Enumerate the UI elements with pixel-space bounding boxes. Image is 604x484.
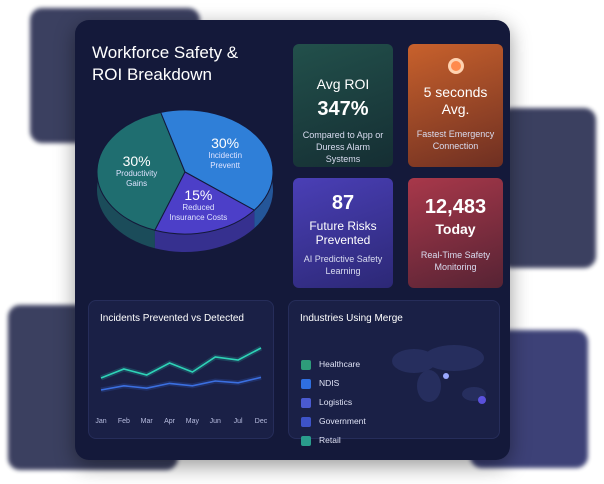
pie-label: 30% Incidectin Preventt — [180, 135, 270, 171]
x-tick-label: Jun — [210, 418, 221, 425]
card: Avg ROI 347% Compared to App or Duress A… — [293, 44, 393, 167]
x-tick-label: Feb — [118, 418, 130, 425]
world-map — [392, 345, 486, 404]
pie-slice-side — [154, 210, 255, 252]
card-heading: Today — [435, 221, 476, 237]
icon — [447, 58, 464, 74]
card-caption: Real-Time Safety Monitoring — [420, 250, 491, 272]
x-tick-label: Jan — [95, 418, 106, 425]
x-tick-label: Jul — [234, 418, 243, 425]
title: Workforce Safety & ROI Breakdown — [92, 43, 239, 84]
industry-name: Government — [319, 416, 366, 426]
industry-item: Retail — [301, 435, 341, 446]
pie-label: 15% Reduced Insurance Costs — [153, 187, 243, 223]
industries-panel: Industries Using Merge Healthcare NDIS Log… — [288, 300, 500, 446]
card-caption: Fastest Emergency Connection — [416, 129, 495, 151]
industry-item: NDIS — [301, 378, 339, 389]
industry-name: Retail — [319, 435, 341, 445]
x-tick-label: Dec — [255, 418, 268, 425]
panel-title: Industries Using Merge — [300, 313, 403, 324]
pie-chart — [96, 109, 274, 252]
x-tick-label: Apr — [164, 418, 176, 425]
card-value: 5 seconds Avg. — [423, 84, 488, 117]
card-value: 347% — [317, 98, 369, 120]
card-value: 87 — [331, 192, 355, 214]
pie-slice-name: Reduced Insurance Costs — [169, 202, 228, 222]
pie-slice — [160, 109, 274, 211]
line-series — [100, 347, 262, 379]
industry-item: Government — [301, 416, 366, 427]
dashboard: Workforce Safety & ROI Breakdown Avg ROI… — [75, 20, 510, 460]
industry-item: Healthcare — [301, 359, 360, 370]
panel-title: Incidents Prevented vs Detected — [100, 313, 244, 324]
industry-icon — [301, 435, 311, 446]
industry-icon — [301, 359, 311, 370]
card-caption: Compared to App or Duress Alarm Systems — [302, 130, 384, 164]
pie-label: 30% Productivity Gains — [92, 153, 182, 189]
pie-slice — [154, 171, 256, 235]
pie-slice — [96, 111, 186, 231]
industry-icon — [301, 378, 311, 389]
industry-icon — [301, 416, 311, 427]
line-glow — [100, 345, 263, 381]
line-glow — [100, 374, 262, 393]
card-heading: Future Risks Prevented — [309, 219, 377, 247]
card-caption: AI Predictive Safety Learning — [303, 254, 383, 276]
bg-card — [500, 108, 596, 268]
card: 12,483 Today Real-Time Safety Monitoring — [408, 178, 503, 288]
card: 5 seconds Avg. Fastest Emergency Connect… — [408, 44, 503, 167]
x-tick-label: May — [186, 418, 200, 425]
pie-value-label: 30% — [122, 152, 151, 169]
line-series — [100, 376, 262, 391]
industry-item: Logistics — [301, 397, 352, 408]
card-heading: Avg ROI — [316, 76, 370, 92]
card: 87 Future Risks Prevented AI Predictive … — [293, 178, 393, 288]
industry-name: Logistics — [319, 397, 353, 407]
industry-icon — [301, 397, 311, 408]
pie-slice-name: Productivity Gains — [115, 168, 158, 188]
industry-name: NDIS — [319, 378, 340, 388]
pie-value-label: 30% — [211, 134, 240, 151]
x-tick-label: Mar — [141, 418, 154, 425]
industry-name: Healthcare — [319, 359, 361, 369]
line-chart: Jan Feb Mar Apr May Jun Jul Dec — [95, 345, 268, 425]
pie-slice-name: Incidectin Preventt — [208, 150, 243, 170]
card-value: 12,483 — [424, 196, 487, 218]
pie-value-label: 15% — [184, 186, 213, 203]
line-panel: Incidents Prevented vs Detected Jan Feb Ma… — [88, 300, 274, 439]
